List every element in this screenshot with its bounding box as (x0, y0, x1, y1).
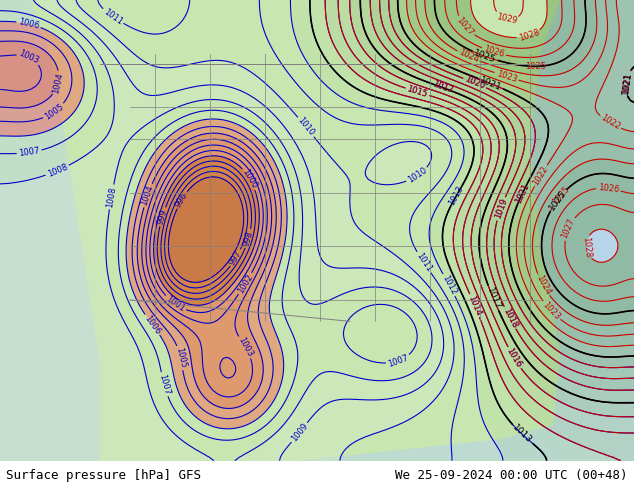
Text: 1024: 1024 (534, 273, 552, 296)
Text: 1024: 1024 (457, 48, 480, 65)
Text: 998: 998 (242, 230, 255, 247)
Text: 1010: 1010 (295, 116, 316, 138)
Text: 1014: 1014 (467, 294, 483, 317)
Text: 1015: 1015 (406, 84, 429, 99)
Text: 1021: 1021 (621, 72, 633, 94)
Text: 1013: 1013 (511, 423, 534, 446)
Text: 1025: 1025 (547, 188, 568, 212)
Text: 1021: 1021 (621, 72, 633, 94)
Text: 1000: 1000 (240, 168, 259, 190)
Text: 1025: 1025 (550, 185, 571, 207)
Text: 1005: 1005 (174, 346, 187, 369)
Text: 1011: 1011 (101, 7, 124, 26)
Text: 1020: 1020 (463, 75, 486, 91)
Text: 1017: 1017 (431, 80, 455, 96)
Text: 999: 999 (156, 208, 169, 225)
Polygon shape (0, 0, 100, 461)
Text: 1022: 1022 (531, 164, 550, 187)
Text: 1008: 1008 (46, 162, 69, 179)
Polygon shape (530, 0, 634, 461)
Text: 1017: 1017 (431, 80, 455, 96)
Text: 1018: 1018 (501, 306, 519, 329)
Text: 1007: 1007 (387, 353, 410, 368)
Text: 1023: 1023 (495, 69, 518, 84)
Text: 1025: 1025 (473, 48, 497, 65)
Text: 996: 996 (174, 191, 190, 209)
Text: 1027: 1027 (560, 217, 577, 240)
Polygon shape (200, 396, 634, 461)
Text: 1016: 1016 (505, 346, 524, 369)
Text: 1020: 1020 (463, 75, 486, 91)
Text: 1005: 1005 (43, 102, 65, 122)
Text: 1011: 1011 (414, 251, 433, 273)
Text: 1009: 1009 (289, 421, 309, 443)
Text: 1028: 1028 (581, 237, 592, 258)
Text: 1004: 1004 (51, 72, 65, 94)
Text: 1004: 1004 (140, 184, 155, 207)
Text: 1017: 1017 (484, 286, 502, 311)
Text: 1022: 1022 (599, 113, 621, 132)
Text: 1015: 1015 (406, 84, 429, 99)
Text: 1006: 1006 (143, 314, 162, 336)
Text: 1003: 1003 (236, 336, 254, 359)
Text: 1025: 1025 (525, 62, 546, 71)
Text: 1010: 1010 (406, 166, 429, 185)
Text: 1021: 1021 (514, 182, 531, 205)
Text: 1018: 1018 (501, 306, 519, 329)
Text: We 25-09-2024 00:00 UTC (00+48): We 25-09-2024 00:00 UTC (00+48) (395, 469, 628, 482)
Text: 1026: 1026 (597, 183, 619, 194)
Text: 1001: 1001 (164, 294, 186, 314)
Text: 1016: 1016 (505, 346, 524, 369)
Text: 1029: 1029 (495, 12, 518, 25)
Text: 1023: 1023 (541, 300, 562, 321)
Text: 1007: 1007 (18, 147, 41, 158)
Text: 1026: 1026 (482, 45, 505, 59)
Text: 1012: 1012 (440, 273, 458, 296)
Text: 1021: 1021 (478, 75, 503, 92)
Text: 1008: 1008 (105, 186, 118, 208)
Text: 1014: 1014 (467, 294, 483, 317)
Text: 1006: 1006 (17, 17, 40, 30)
Text: 1021: 1021 (621, 71, 633, 95)
Text: Surface pressure [hPa] GFS: Surface pressure [hPa] GFS (6, 469, 202, 482)
Text: 1007: 1007 (157, 373, 171, 396)
Text: 1019: 1019 (493, 197, 508, 220)
Text: 1027: 1027 (455, 16, 476, 38)
Text: 1003: 1003 (17, 49, 40, 66)
Text: 1013: 1013 (448, 184, 465, 207)
Text: 997: 997 (228, 249, 243, 267)
Text: 1002: 1002 (236, 272, 255, 295)
Text: 1021: 1021 (514, 182, 531, 205)
Text: 1028: 1028 (517, 28, 540, 43)
Text: 1019: 1019 (493, 197, 508, 220)
